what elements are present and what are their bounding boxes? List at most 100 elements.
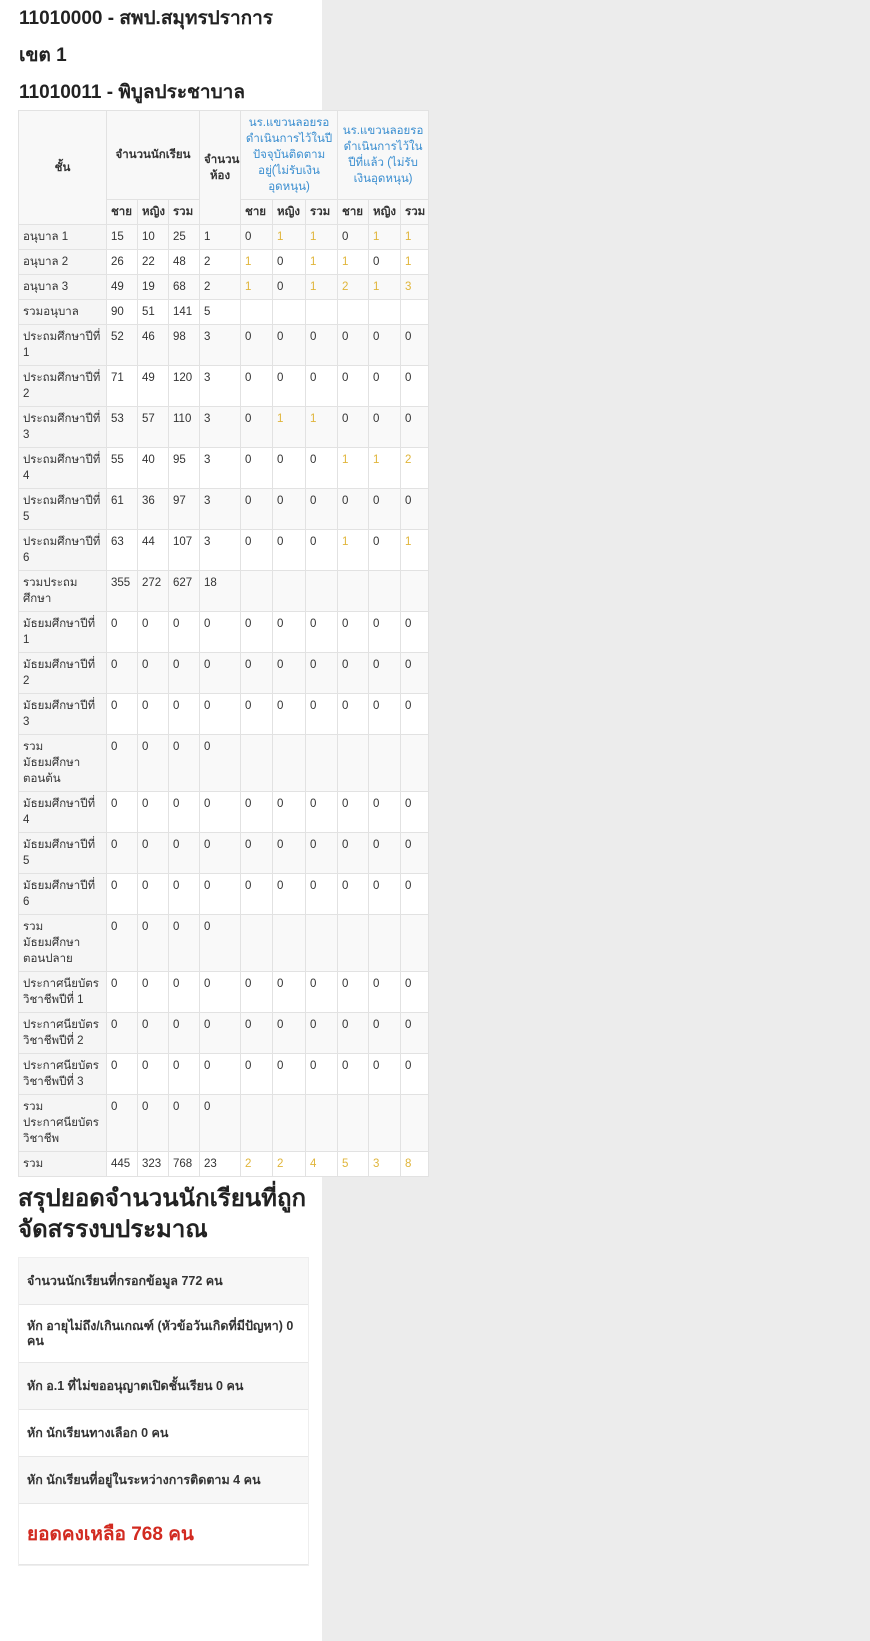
cell-value: 0 <box>137 1053 169 1095</box>
cell-value: 0 <box>240 1012 274 1054</box>
cell-value: 97 <box>167 488 201 530</box>
cell-value: 0 <box>305 832 339 874</box>
cell-value <box>305 570 339 612</box>
cell-value: 0 <box>137 734 169 792</box>
cell-value: 0 <box>137 832 169 874</box>
pending-count-link[interactable]: 4 <box>310 1158 317 1170</box>
cell-value: 0 <box>368 249 402 275</box>
cell-value: 120 <box>167 365 201 407</box>
pending-count-link[interactable]: 1 <box>245 256 252 268</box>
cell-value: 0 <box>368 652 402 694</box>
cell-value: 0 <box>337 652 370 694</box>
cell-value: 0 <box>305 791 339 833</box>
pending-count-link[interactable]: 8 <box>405 1158 412 1170</box>
grade-label: รวม มัธยมศึกษาตอนปลาย <box>18 914 107 972</box>
cell-value: 107 <box>167 529 201 571</box>
pending-count-link[interactable]: 1 <box>342 536 349 548</box>
cell-value: 0 <box>240 1053 274 1095</box>
cell-value <box>337 914 370 972</box>
cell-value: 0 <box>400 693 430 735</box>
cell-value <box>337 734 370 792</box>
cell-value: 445 <box>106 1151 138 1177</box>
cell-value <box>272 734 307 792</box>
cell-value: 2 <box>337 274 370 300</box>
cell-value: 2 <box>199 274 242 300</box>
pending-count-link[interactable]: 1 <box>310 256 317 268</box>
cell-value: 0 <box>305 447 339 489</box>
grade-label: ประถมศึกษาปีที่ 5 <box>18 488 107 530</box>
summary-title: สรุปยอดจำนวนนักเรียนที่ถูกจัดสรรงบประมาณ <box>18 1185 307 1243</box>
cell-value: 95 <box>167 447 201 489</box>
grade-label: มัธยมศึกษาปีที่ 6 <box>18 873 107 915</box>
cell-value <box>368 734 402 792</box>
grade-label: ประถมศึกษาปีที่ 6 <box>18 529 107 571</box>
cell-value: 0 <box>272 529 307 571</box>
cell-value: 49 <box>106 274 138 300</box>
pending-count-link[interactable]: 1 <box>373 281 380 293</box>
cell-value <box>272 570 307 612</box>
cell-value: 0 <box>272 832 307 874</box>
cell-value: 0 <box>368 365 402 407</box>
pending-count-link[interactable]: 1 <box>342 454 349 466</box>
cell-value <box>240 299 274 325</box>
pending-count-link[interactable]: 2 <box>245 1158 252 1170</box>
pending-count-link[interactable]: 1 <box>310 281 317 293</box>
pending-count-link[interactable]: 3 <box>405 281 412 293</box>
pending-count-link[interactable]: 1 <box>405 536 412 548</box>
cell-value <box>400 914 430 972</box>
cell-value <box>305 914 339 972</box>
pending-count-link[interactable]: 1 <box>373 231 380 243</box>
pending-count-link[interactable]: 1 <box>277 231 284 243</box>
pending-count-link[interactable]: 2 <box>405 454 412 466</box>
cell-value: 0 <box>400 488 430 530</box>
cell-value: 0 <box>199 914 242 972</box>
pending-count-link[interactable]: 3 <box>373 1158 380 1170</box>
pending-count-link[interactable]: 1 <box>405 231 412 243</box>
cell-value: 0 <box>106 1053 138 1095</box>
cell-value <box>400 734 430 792</box>
cell-value: 323 <box>137 1151 169 1177</box>
cell-value: 22 <box>137 249 169 275</box>
cell-value: 3 <box>199 529 242 571</box>
cell-value <box>368 914 402 972</box>
subheader-female: หญิง <box>272 199 307 225</box>
cell-value: 3 <box>199 406 242 448</box>
cell-value: 0 <box>368 693 402 735</box>
summary-final-total: ยอดคงเหลือ 768 คน <box>19 1504 308 1565</box>
cell-value: 0 <box>106 1012 138 1054</box>
cell-value: 768 <box>167 1151 201 1177</box>
cell-value: 3 <box>400 274 430 300</box>
pending-count-link[interactable]: 1 <box>245 281 252 293</box>
cell-value: 98 <box>167 324 201 366</box>
cell-value: 355 <box>106 570 138 612</box>
pending-count-link[interactable]: 1 <box>310 231 317 243</box>
pending-count-link[interactable]: 1 <box>405 256 412 268</box>
cell-value: 0 <box>137 611 169 653</box>
pending-count-link[interactable]: 1 <box>277 413 284 425</box>
cell-value: 0 <box>305 873 339 915</box>
cell-value: 0 <box>167 873 201 915</box>
cell-value: 53 <box>106 406 138 448</box>
area-title-line2: เขต 1 <box>19 45 67 66</box>
pending-count-link[interactable]: 5 <box>342 1158 349 1170</box>
pending-count-link[interactable]: 1 <box>373 454 380 466</box>
cell-value: 0 <box>272 447 307 489</box>
cell-value: 0 <box>337 791 370 833</box>
cell-value: 10 <box>137 224 169 250</box>
pending-count-link[interactable]: 2 <box>277 1158 284 1170</box>
table-row: ประถมศึกษาปีที่ 3 53 57 110 3 0 1 1 0 0 0 <box>18 406 430 448</box>
header-rooms: จำนวนห้อง <box>199 110 242 225</box>
cell-value: 0 <box>272 249 307 275</box>
cell-value: 2 <box>240 1151 274 1177</box>
cell-value: 1 <box>368 447 402 489</box>
pending-count-link[interactable]: 1 <box>310 413 317 425</box>
cell-value: 0 <box>337 1012 370 1054</box>
cell-value <box>240 734 274 792</box>
header-pending-last-link[interactable]: นร.แขวนลอยรอดำเนินการไว้ในปีที่แล้ว (ไม่… <box>337 110 430 200</box>
pending-count-link[interactable]: 2 <box>342 281 349 293</box>
header-pending-current-link[interactable]: นร.แขวนลอยรอดำเนินการไว้ในปีปัจจุบันติดต… <box>240 110 339 200</box>
cell-value: 0 <box>199 1012 242 1054</box>
cell-value: 0 <box>167 693 201 735</box>
cell-value: 0 <box>106 914 138 972</box>
pending-count-link[interactable]: 1 <box>342 256 349 268</box>
